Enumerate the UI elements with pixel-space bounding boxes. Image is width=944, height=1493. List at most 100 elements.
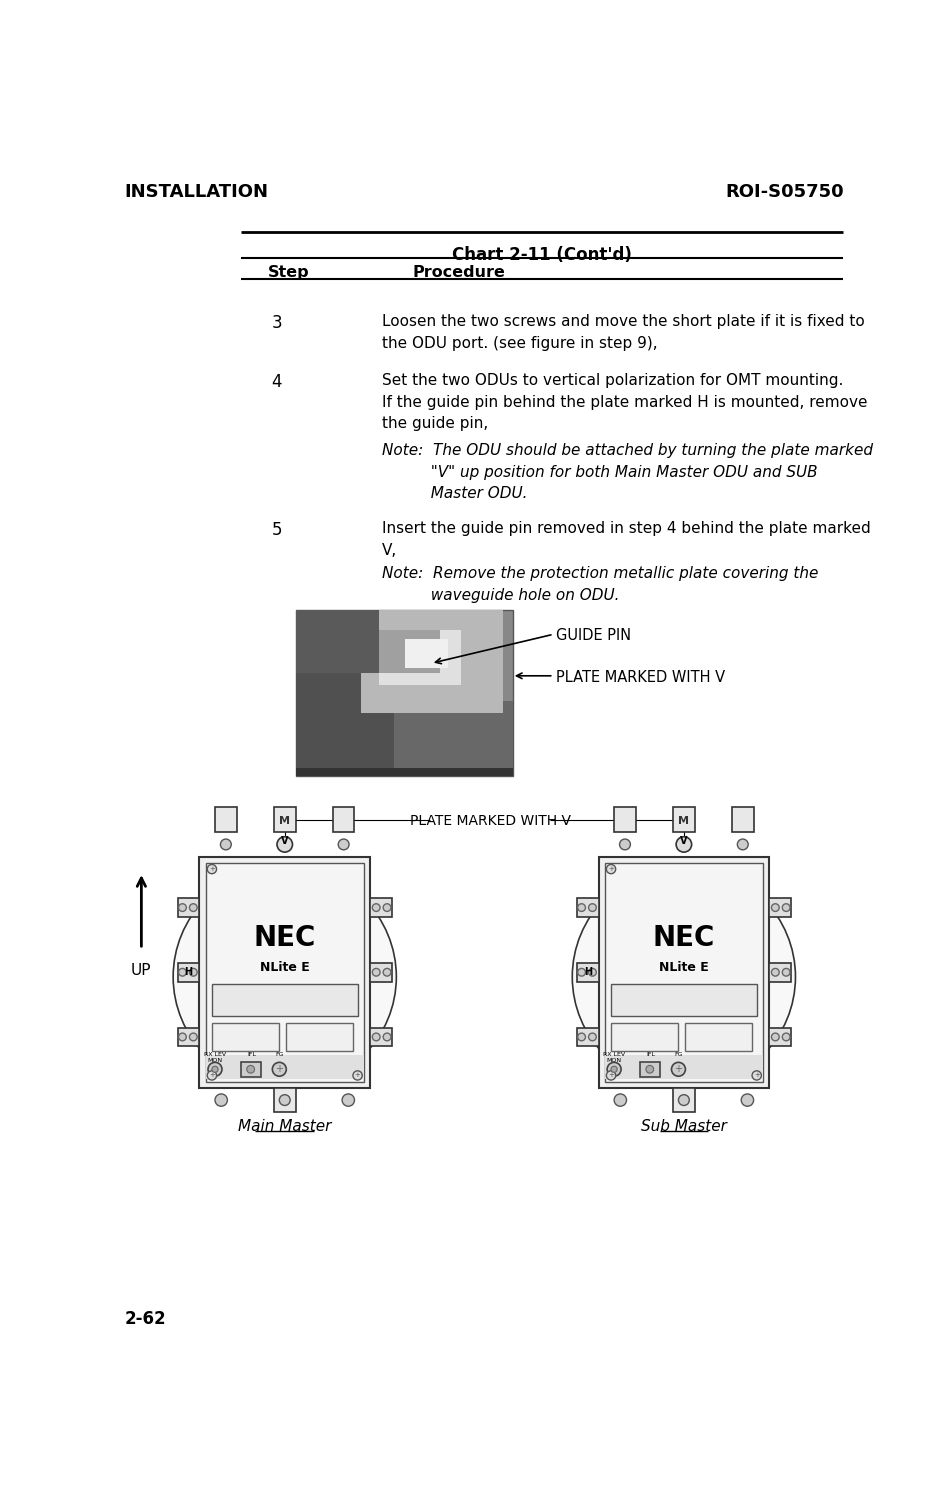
Text: Insert the guide pin removed in step 4 behind the plate marked
V,: Insert the guide pin removed in step 4 b… — [381, 521, 869, 558]
Bar — [177, 899, 199, 917]
Text: Loosen the two screws and move the short plate if it is fixed to
the ODU port. (: Loosen the two screws and move the short… — [381, 314, 864, 351]
Text: Note:  Remove the protection metallic plate covering the
          waveguide hol: Note: Remove the protection metallic pla… — [381, 566, 818, 603]
Text: Procedure: Procedure — [413, 266, 505, 281]
Text: INSTALLATION: INSTALLATION — [125, 184, 268, 202]
Circle shape — [770, 969, 779, 976]
Text: H: H — [184, 967, 193, 978]
Circle shape — [279, 1094, 290, 1105]
Bar — [362, 611, 502, 714]
Text: NLite E: NLite E — [658, 961, 708, 973]
Text: +: + — [674, 1065, 682, 1075]
Bar — [296, 669, 394, 776]
Bar — [672, 1088, 694, 1112]
Circle shape — [675, 836, 691, 853]
Bar — [296, 611, 513, 776]
Bar — [241, 1062, 261, 1076]
Text: V: V — [680, 836, 687, 845]
Text: 2-62: 2-62 — [125, 1309, 166, 1327]
Bar — [274, 808, 295, 832]
Text: 4: 4 — [272, 373, 282, 391]
Circle shape — [770, 903, 779, 911]
Bar — [379, 630, 439, 673]
Bar — [672, 808, 694, 832]
Bar — [768, 1027, 790, 1047]
Circle shape — [189, 1033, 197, 1041]
Circle shape — [207, 864, 216, 873]
Bar — [611, 984, 756, 1017]
Text: FG: FG — [275, 1053, 283, 1057]
Text: NEC: NEC — [253, 924, 315, 951]
Circle shape — [207, 1070, 216, 1079]
Bar — [177, 963, 199, 981]
Bar — [296, 611, 379, 673]
Circle shape — [588, 903, 596, 911]
Bar — [577, 963, 598, 981]
Circle shape — [178, 1033, 186, 1041]
Bar — [768, 963, 790, 981]
Text: 5: 5 — [272, 521, 282, 539]
Circle shape — [782, 903, 789, 911]
Text: +: + — [607, 1072, 614, 1078]
Bar — [614, 808, 635, 832]
Text: H: H — [583, 967, 591, 978]
Circle shape — [606, 1070, 615, 1079]
Circle shape — [606, 864, 615, 873]
Text: NLite E: NLite E — [260, 961, 310, 973]
Circle shape — [577, 1033, 585, 1041]
Bar — [577, 899, 598, 917]
Bar — [598, 857, 768, 1088]
Bar — [732, 808, 752, 832]
Bar — [370, 1027, 391, 1047]
Bar — [370, 899, 391, 917]
Circle shape — [277, 836, 293, 853]
Circle shape — [611, 1066, 616, 1072]
Text: +: + — [753, 1072, 759, 1078]
Bar — [285, 1023, 352, 1051]
Text: UP: UP — [131, 963, 151, 978]
Text: GUIDE PIN: GUIDE PIN — [555, 629, 631, 643]
Circle shape — [782, 1033, 789, 1041]
Circle shape — [178, 903, 186, 911]
Text: M: M — [678, 817, 688, 826]
Circle shape — [614, 1094, 626, 1106]
Circle shape — [740, 1094, 752, 1106]
Circle shape — [619, 839, 630, 850]
Text: M: M — [279, 817, 290, 826]
Bar — [211, 1023, 279, 1051]
Text: +: + — [607, 866, 614, 872]
Bar — [611, 1023, 678, 1051]
Text: Sub Master: Sub Master — [640, 1118, 726, 1133]
Bar — [211, 984, 357, 1017]
Circle shape — [382, 969, 391, 976]
Bar — [332, 808, 354, 832]
Circle shape — [751, 1070, 761, 1079]
Bar — [274, 1088, 295, 1112]
Text: RX LEV
MON: RX LEV MON — [602, 1053, 625, 1063]
Bar — [639, 1062, 659, 1076]
Circle shape — [189, 969, 197, 976]
Bar — [604, 863, 762, 1081]
Circle shape — [736, 839, 748, 850]
Circle shape — [577, 969, 585, 976]
Text: Main Master: Main Master — [238, 1118, 331, 1133]
Text: +: + — [275, 1065, 283, 1075]
Bar — [206, 1056, 363, 1078]
Circle shape — [671, 1063, 684, 1076]
Circle shape — [352, 1070, 362, 1079]
Circle shape — [382, 1033, 391, 1041]
Circle shape — [208, 1063, 222, 1076]
Text: IFL: IFL — [247, 1053, 257, 1057]
Text: ROI-S05750: ROI-S05750 — [725, 184, 843, 202]
Circle shape — [272, 1063, 286, 1076]
Text: Note:  The ODU should be attached by turning the plate marked
          "V" up p: Note: The ODU should be attached by turn… — [381, 443, 871, 502]
Circle shape — [588, 1033, 596, 1041]
Circle shape — [220, 839, 231, 850]
Circle shape — [678, 1094, 688, 1105]
Circle shape — [606, 1063, 620, 1076]
Circle shape — [372, 903, 379, 911]
Bar — [604, 1056, 762, 1078]
Bar — [177, 1027, 199, 1047]
Bar — [370, 963, 391, 981]
Bar — [379, 630, 461, 685]
Text: FG: FG — [673, 1053, 682, 1057]
